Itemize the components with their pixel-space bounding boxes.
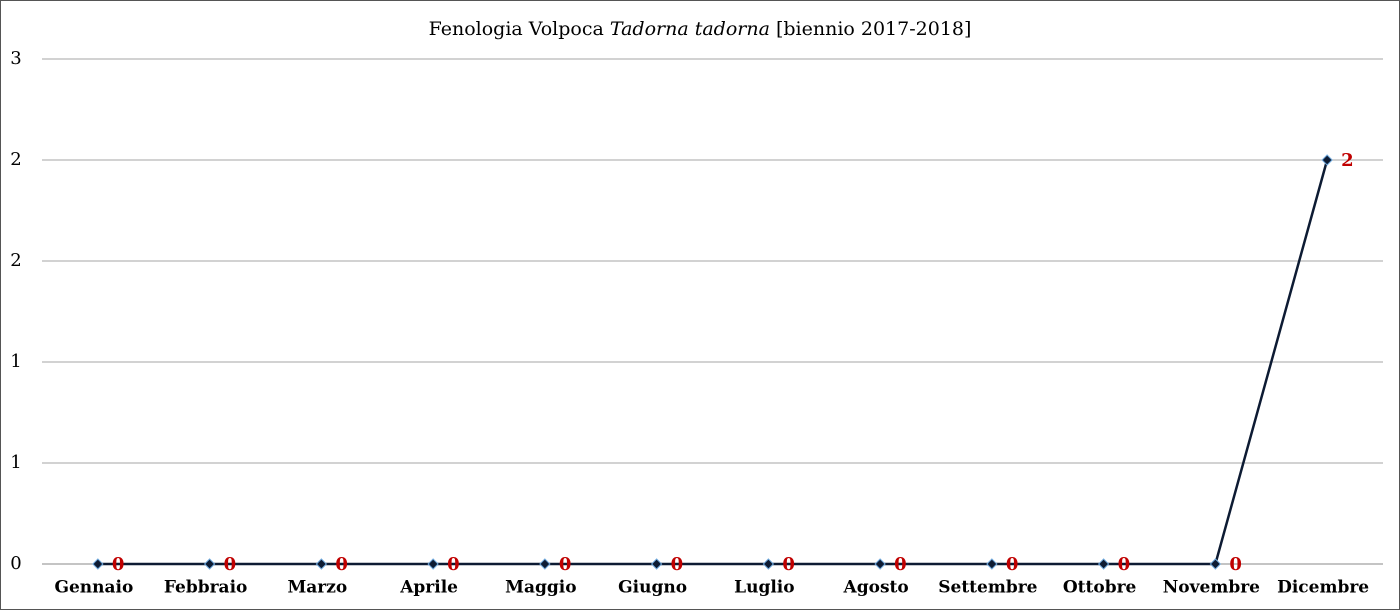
value-label: 2 (1341, 150, 1354, 171)
y-tick-label: 0 (10, 553, 21, 574)
marker (874, 558, 886, 570)
y-tick-label: 2 (10, 149, 21, 170)
value-label: 0 (1118, 554, 1131, 575)
y-tick-label: 3 (10, 48, 21, 69)
line (97, 159, 1329, 566)
marker (1097, 558, 1110, 570)
marker (762, 558, 775, 570)
y-tick-label: 1 (10, 351, 21, 372)
marker (92, 558, 104, 570)
y-tick-label: 1 (10, 452, 21, 473)
title-part: [biennio 2017-2018] (770, 18, 972, 40)
marker (315, 558, 328, 570)
value-label: 0 (894, 554, 907, 575)
marker (650, 558, 663, 570)
value-label: 0 (782, 554, 795, 575)
marker (1321, 154, 1333, 166)
chart-title: Fenologia Volpoca Tadorna tadorna [bienn… (429, 18, 972, 40)
x-tick-label: Maggio (505, 578, 576, 598)
x-tick-label: Giugno (618, 578, 687, 598)
x-tick-label: Gennaio (54, 578, 133, 598)
x-tick-label: Marzo (287, 578, 347, 598)
value-label: 0 (112, 554, 125, 575)
marker (539, 558, 551, 570)
value-label: 0 (447, 554, 460, 575)
marker (986, 558, 998, 570)
value-label: 0 (1006, 554, 1019, 575)
x-tick-label: Febbraio (164, 578, 248, 598)
title-species: Tadorna tadorna (610, 18, 770, 40)
value-label: 0 (671, 554, 684, 575)
x-tick-label: Aprile (399, 578, 458, 598)
value-label: 0 (559, 554, 572, 575)
x-tick-label: Ottobre (1063, 578, 1137, 598)
marker (427, 558, 439, 570)
x-tick-label: Luglio (734, 578, 794, 598)
x-tick-label: Settembre (938, 578, 1037, 598)
x-tick-label: Dicembre (1277, 578, 1369, 598)
marker (1209, 558, 1222, 570)
value-label: 0 (335, 554, 348, 575)
y-tick-label: 2 (10, 250, 21, 271)
x-tick-label: Novembre (1163, 578, 1260, 598)
title-part: Fenologia Volpoca (429, 18, 610, 40)
marker (203, 558, 216, 570)
value-label: 0 (1229, 554, 1242, 575)
x-tick-label: Agosto (843, 578, 909, 598)
value-label: 0 (224, 554, 237, 575)
